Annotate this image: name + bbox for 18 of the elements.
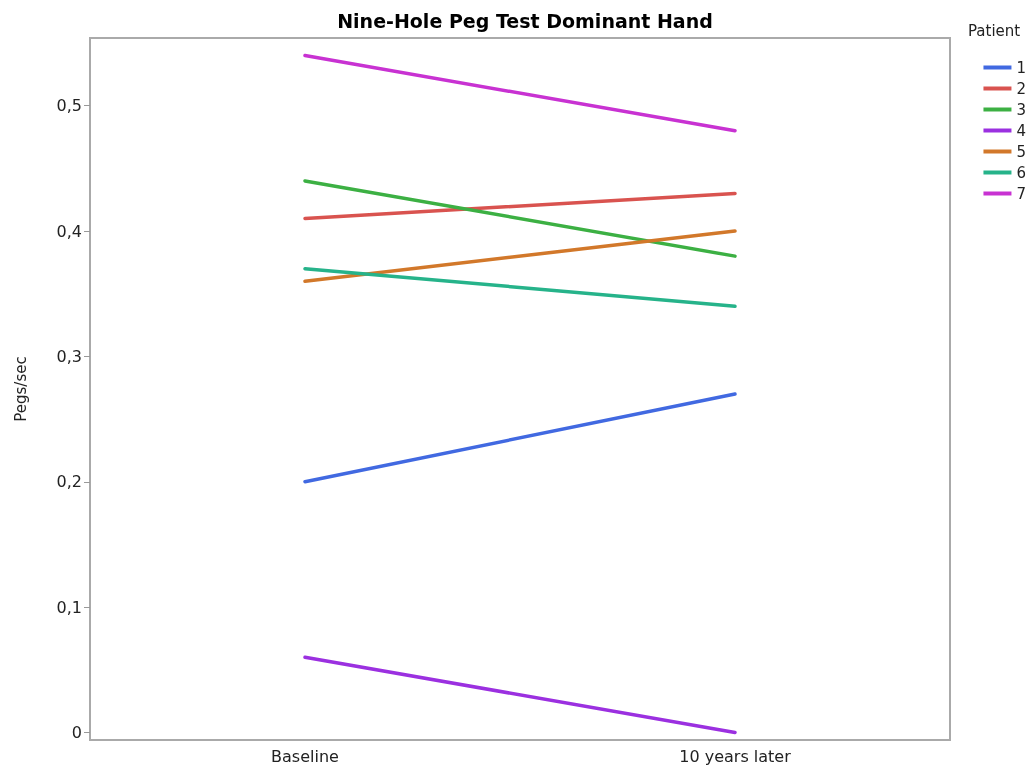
- legend-label: 6: [1016, 163, 1026, 182]
- y-axis-title: Pegs/sec: [11, 356, 30, 422]
- legend-title: Patient: [968, 21, 1021, 40]
- y-tick-label: 0,2: [56, 472, 82, 492]
- legend-label: 7: [1016, 184, 1026, 203]
- chart-title: Nine-Hole Peg Test Dominant Hand: [337, 9, 713, 32]
- legend-label: 1: [1016, 58, 1026, 77]
- y-tick-label: 0,3: [56, 346, 82, 366]
- y-tick-label: 0,5: [56, 96, 82, 116]
- legend-label: 3: [1016, 100, 1026, 119]
- legend-label: 5: [1016, 142, 1026, 161]
- legend-label: 2: [1016, 79, 1026, 98]
- y-tick-label: 0,1: [56, 597, 82, 617]
- y-tick-label: 0: [71, 722, 82, 742]
- y-tick-label: 0,4: [56, 221, 82, 241]
- legend-label: 4: [1016, 121, 1026, 140]
- x-tick-label: Baseline: [271, 746, 339, 766]
- x-tick-label: 10 years later: [679, 746, 792, 766]
